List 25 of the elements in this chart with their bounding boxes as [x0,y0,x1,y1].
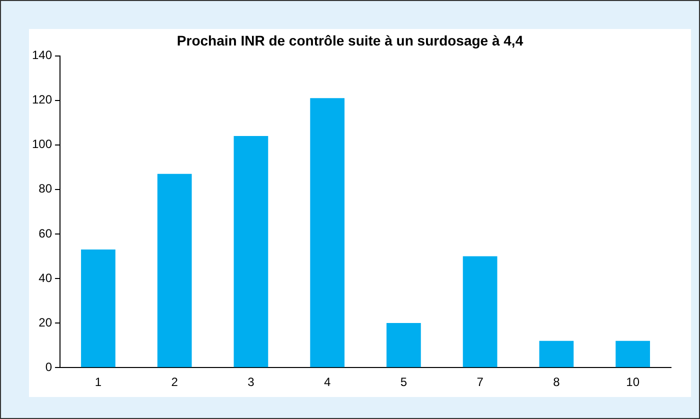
y-tick-label: 120 [32,92,52,107]
x-tick-label: 7 [476,375,484,390]
x-tick-label: 4 [324,375,331,390]
y-tick-label: 20 [38,315,52,330]
x-tick-label: 1 [94,375,102,390]
x-tick-label: 8 [553,375,560,390]
y-tick-label: 100 [32,137,52,152]
bar [234,136,268,368]
y-tick-label: 140 [32,48,52,62]
bar [310,98,345,368]
y-tick-label: 80 [38,182,52,196]
x-tick-label: 5 [400,375,408,390]
bar [616,340,650,368]
y-tick-label: 40 [38,270,52,285]
bar [539,340,574,368]
bar [81,250,116,368]
chart-title: Prochain INR de contrôle suite à un surdosage à 4,4 [176,32,524,48]
y-tick-label: 0 [45,360,52,374]
bar [462,256,498,368]
x-tick-label: 3 [248,375,255,390]
x-tick-label: 10 [626,375,640,390]
bar [386,323,421,368]
bar [157,174,192,368]
x-tick-label: 2 [171,375,178,390]
y-tick-label: 60 [38,226,52,240]
